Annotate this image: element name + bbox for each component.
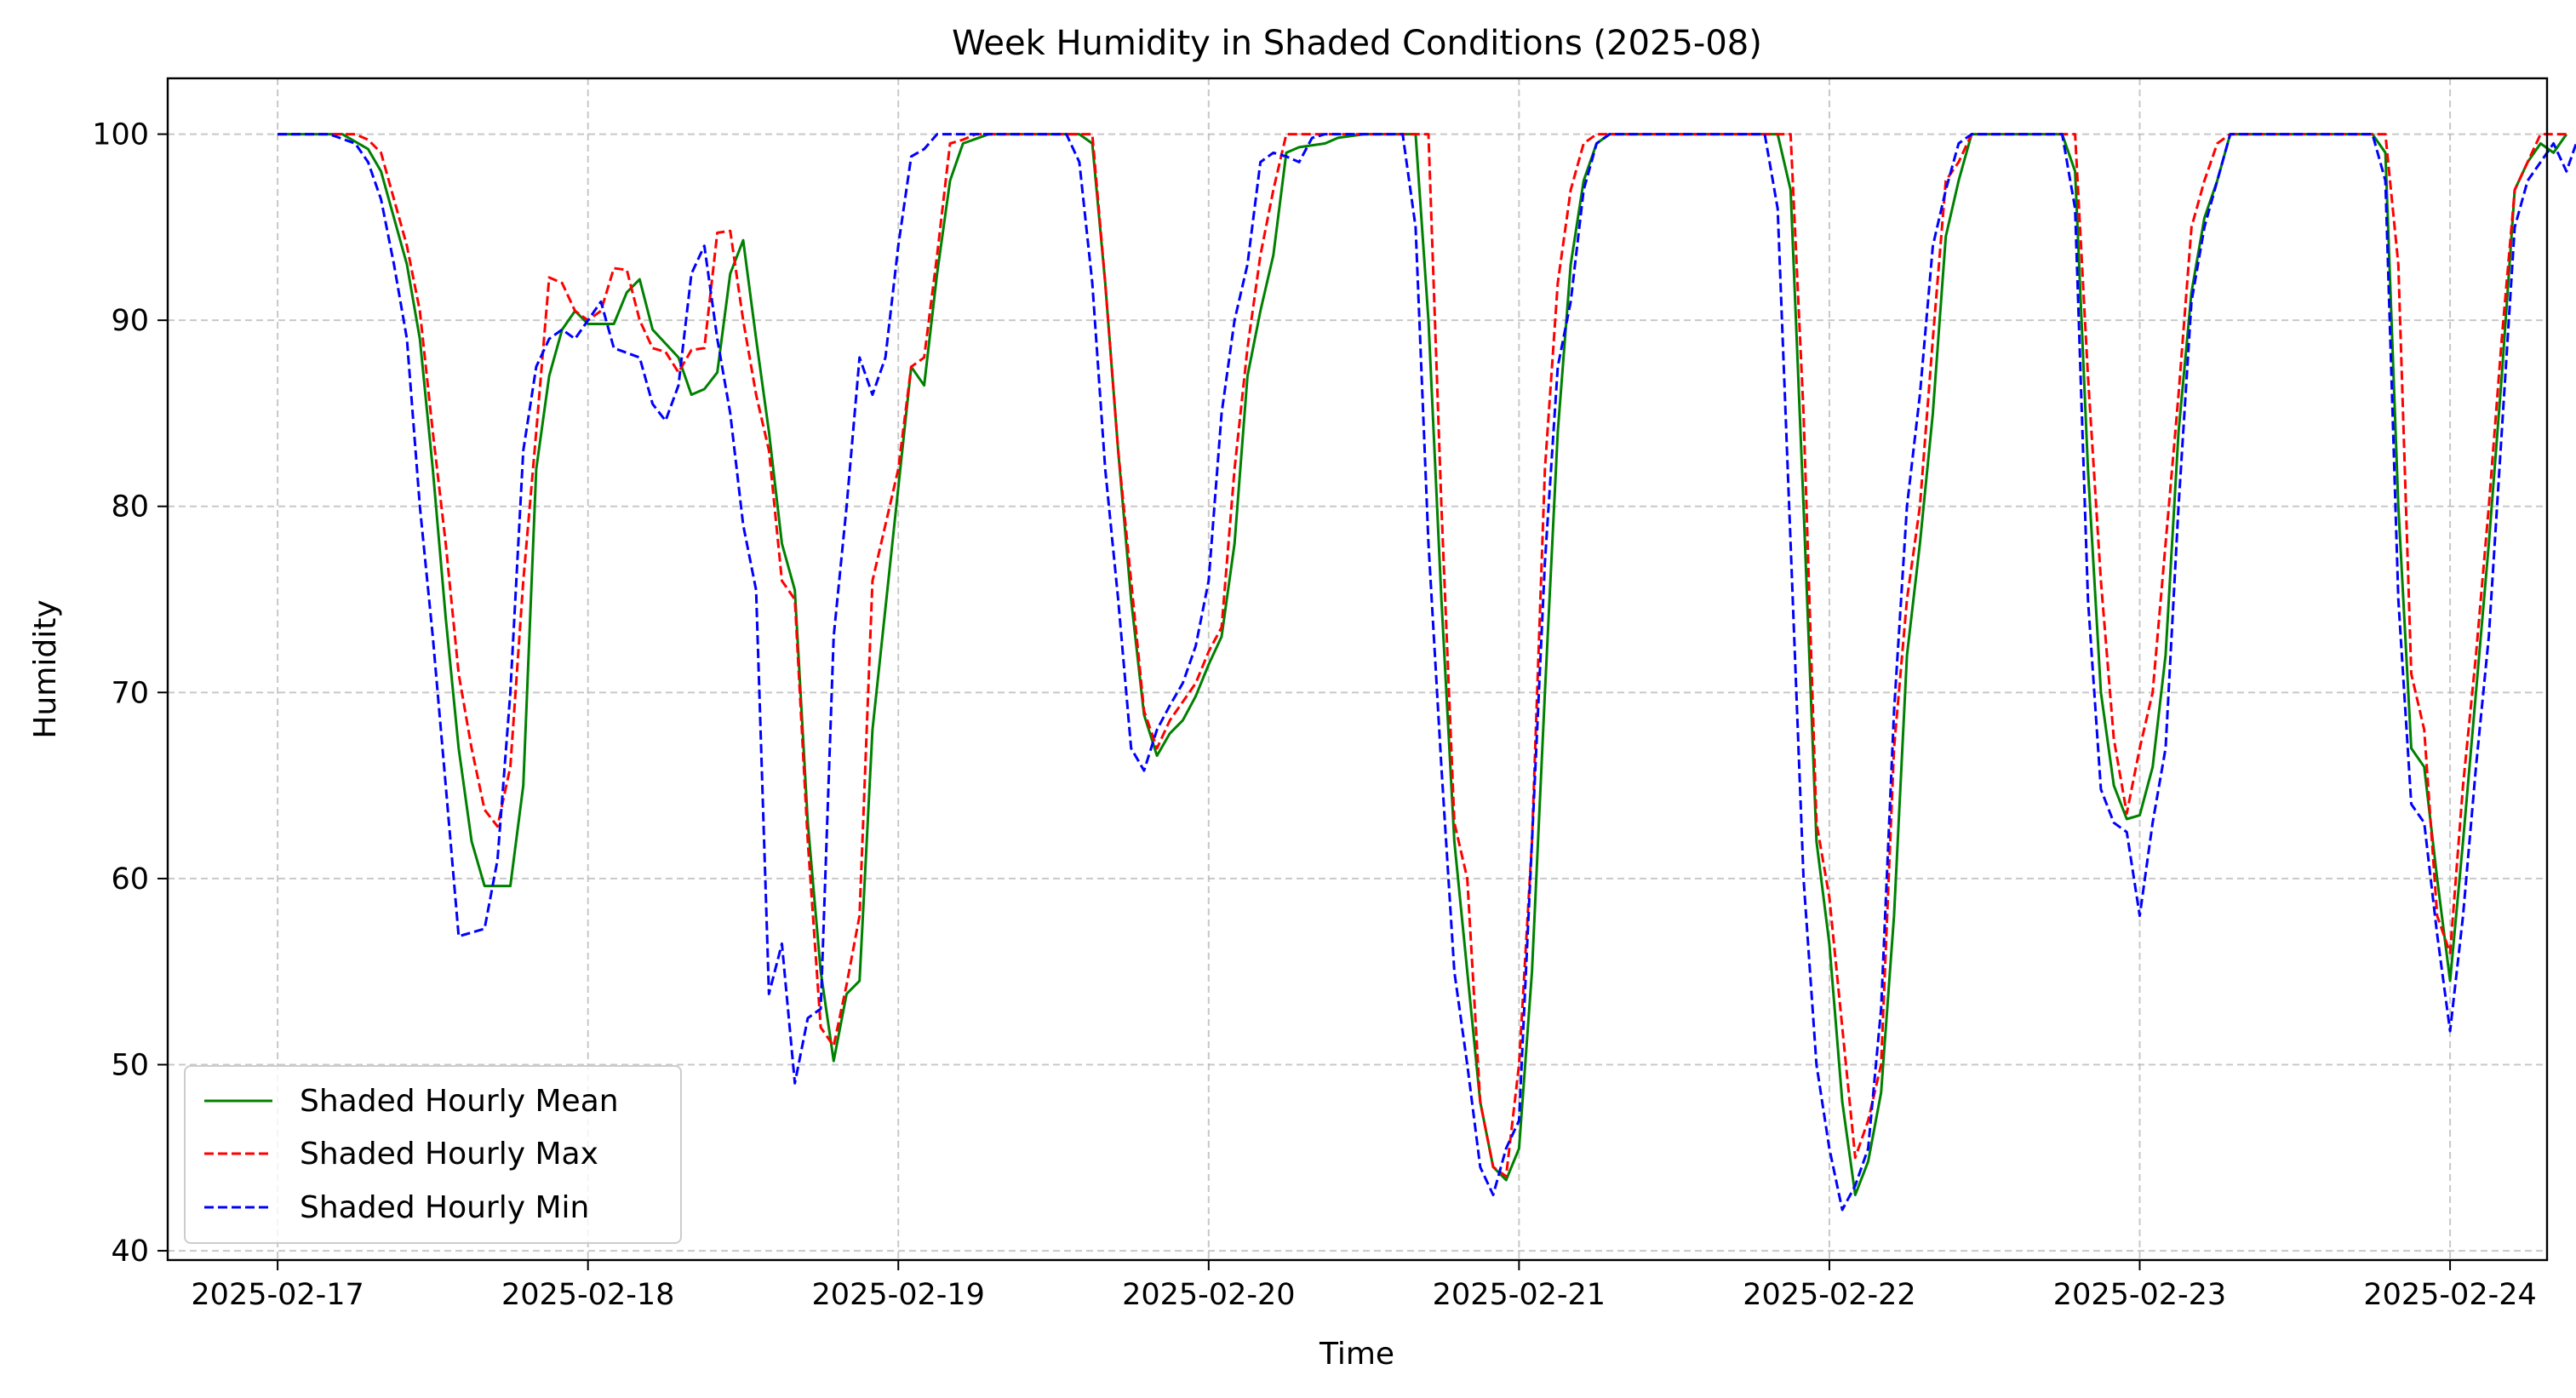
x-tick-label: 2025-02-19 xyxy=(812,1278,985,1312)
x-tick-label: 2025-02-21 xyxy=(1433,1278,1606,1312)
series-line-shaded-hourly-min xyxy=(278,133,2576,1212)
y-tick-label: 90 xyxy=(111,304,149,338)
legend: Shaded Hourly Mean Shaded Hourly Max Sha… xyxy=(184,1065,682,1244)
y-tick-label: 70 xyxy=(111,676,149,710)
x-tick-label: 2025-02-23 xyxy=(2053,1278,2226,1312)
series-lines xyxy=(278,133,2576,1212)
x-tick-label: 2025-02-18 xyxy=(501,1278,674,1312)
plot-frame xyxy=(166,77,2549,1262)
x-tick-label: 2025-02-24 xyxy=(2363,1278,2536,1312)
axis-ticks: 2025-02-17 2025-02-18 2025-02-19 2025-02-20… xyxy=(92,118,2537,1312)
y-axis-label: Humidity xyxy=(28,599,63,738)
x-tick-label: 2025-02-22 xyxy=(1743,1278,1915,1312)
y-tick-label: 80 xyxy=(111,490,149,524)
x-tick-label: 2025-02-20 xyxy=(1122,1278,1295,1312)
y-tick-label: 40 xyxy=(111,1235,149,1269)
y-tick-label: 100 xyxy=(92,118,149,152)
series-line-shaded-hourly-max xyxy=(278,133,2567,1178)
legend-label-mean: Shaded Hourly Mean xyxy=(300,1084,619,1119)
legend-box xyxy=(184,1065,682,1244)
y-tick-label: 60 xyxy=(111,862,149,897)
legend-label-min: Shaded Hourly Min xyxy=(300,1190,589,1225)
series-line-shaded-hourly-mean xyxy=(278,133,2568,1196)
chart-title: Week Humidity in Shaded Conditions (2025… xyxy=(952,24,1762,63)
x-axis-label: Time xyxy=(1319,1337,1394,1372)
y-tick-label: 50 xyxy=(111,1048,149,1082)
x-tick-label: 2025-02-17 xyxy=(191,1278,364,1312)
legend-label-max: Shaded Hourly Max xyxy=(300,1137,598,1172)
